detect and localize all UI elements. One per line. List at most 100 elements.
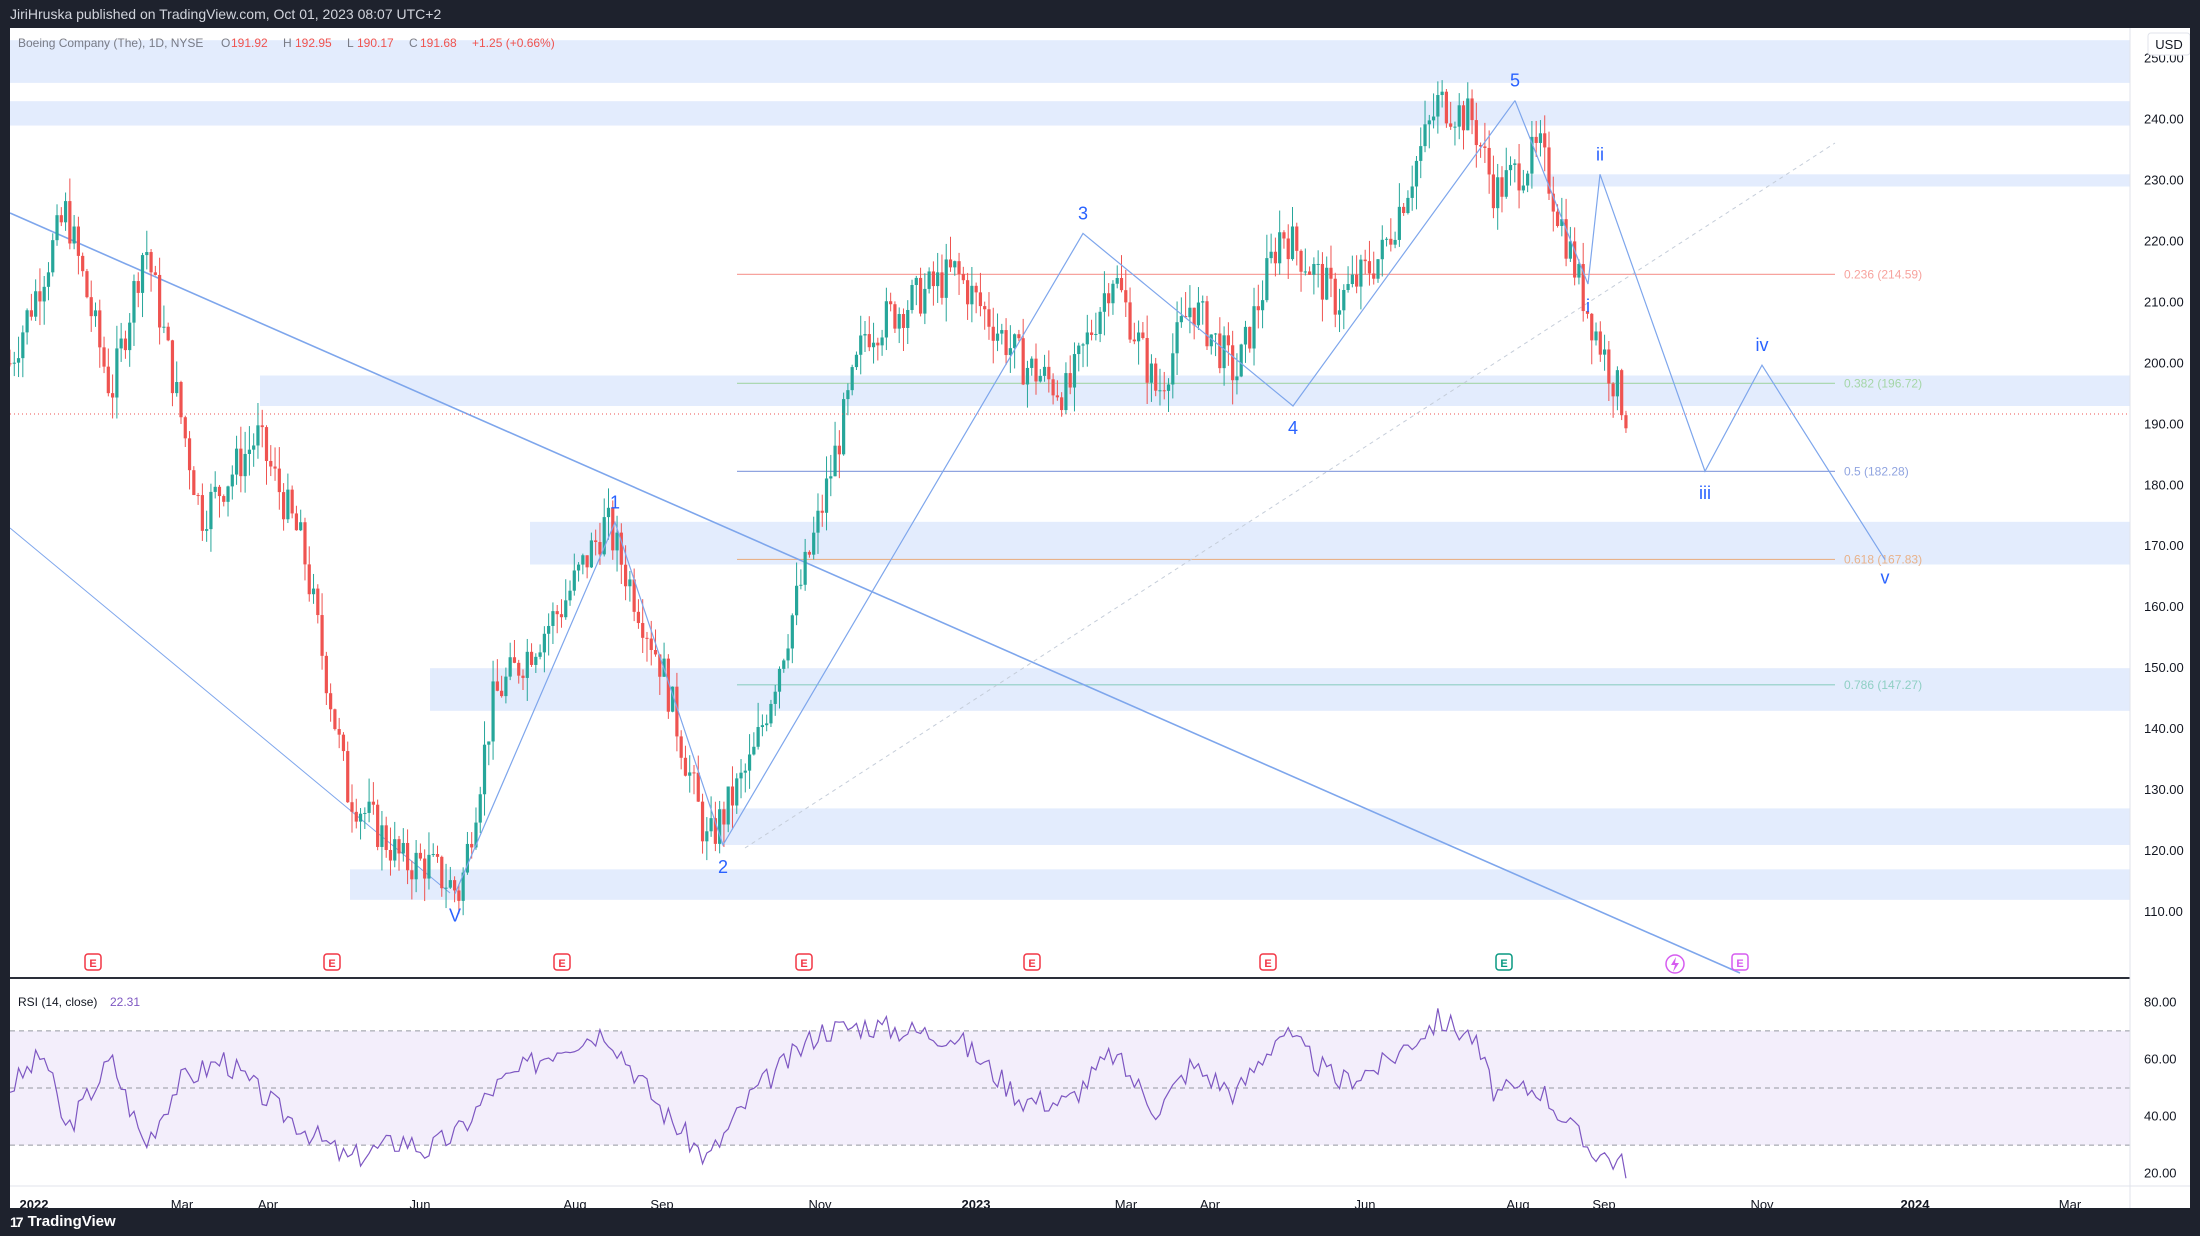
candle-body — [1218, 333, 1222, 369]
candle-body — [1013, 334, 1017, 349]
candle-body — [1025, 367, 1030, 385]
rsi-line — [10, 1008, 1627, 1179]
candle-body — [897, 314, 901, 329]
earnings-marker[interactable]: E — [84, 953, 102, 971]
candle-body — [461, 872, 465, 901]
candle-body — [1299, 250, 1303, 272]
legend-field: 190.17 — [357, 36, 394, 50]
candle-body — [337, 729, 341, 735]
candle-body — [158, 274, 162, 328]
candle-body — [482, 744, 487, 795]
candle-body — [1158, 390, 1162, 392]
candle-body — [358, 813, 363, 822]
candle-body — [1064, 373, 1068, 411]
candle-body — [1235, 376, 1239, 381]
candle-body — [645, 637, 649, 639]
candle-body — [453, 880, 457, 891]
candle-body — [923, 288, 927, 314]
candle-body — [341, 734, 346, 752]
candle-body — [1538, 133, 1543, 143]
chart-canvas[interactable]: 0.236 (214.59) 0.382 (196.72) 0.5 (182.28)… — [10, 28, 2190, 1223]
candle-body — [568, 590, 572, 601]
earnings-marker[interactable]: E — [1495, 953, 1513, 971]
candle-body — [1384, 238, 1389, 240]
rsi-layer: RSI (14, close) 22.31 — [10, 995, 2130, 1179]
tradingview-logo[interactable]: 17 TradingView — [10, 1208, 116, 1236]
earnings-marker[interactable]: E — [1023, 953, 1041, 971]
candle-body — [256, 425, 260, 446]
candle-body — [1192, 307, 1196, 326]
candle-body — [1145, 338, 1149, 383]
candle-body — [790, 615, 794, 649]
candle-body — [1620, 370, 1624, 416]
candle-body — [1286, 238, 1290, 260]
earnings-marker[interactable]: E — [1259, 953, 1277, 971]
candle-body — [1568, 241, 1572, 259]
candle-body — [320, 615, 324, 656]
candle-body — [675, 686, 679, 737]
candle-body — [273, 466, 277, 469]
candle-body — [380, 825, 384, 847]
candle-body — [1436, 95, 1440, 117]
candle-body — [132, 281, 136, 323]
candle-body — [1017, 334, 1021, 339]
candle-body — [478, 794, 482, 823]
candle-body — [1222, 335, 1226, 369]
candle-body — [773, 691, 777, 704]
candle-body — [128, 322, 132, 351]
candle-body — [1551, 193, 1555, 212]
candle-body — [205, 529, 209, 531]
earnings-letter: E — [328, 958, 335, 970]
price-tick-label: 180.00 — [2144, 477, 2184, 492]
candle-body — [927, 271, 931, 289]
wave-label: 1 — [610, 492, 620, 512]
candle-body — [1363, 259, 1367, 262]
candle-body — [641, 623, 645, 638]
candle-body — [367, 801, 371, 813]
candle-body — [692, 772, 696, 774]
candle-body — [889, 301, 893, 305]
candle-body — [846, 390, 850, 400]
candle-body — [363, 812, 367, 814]
wave-label: 4 — [1288, 418, 1298, 438]
candle-body — [102, 347, 106, 367]
candle-body — [252, 445, 256, 450]
legend-layer: Boeing Company (The), 1D, NYSE O 191.92 H 19… — [18, 36, 555, 50]
candle-body — [93, 310, 98, 317]
candle-body — [517, 662, 521, 676]
candle-body — [192, 470, 196, 496]
candle-body — [833, 445, 837, 477]
earnings-marker[interactable]: E — [553, 953, 571, 971]
candle-body — [1077, 345, 1081, 355]
candle-body — [1500, 177, 1504, 197]
publisher-bar: JiriHruska published on TradingView.com,… — [0, 0, 2200, 28]
candle-body — [854, 354, 859, 368]
earnings-marker[interactable]: E — [795, 953, 813, 971]
candle-body — [1184, 316, 1188, 318]
candle-body — [1042, 366, 1047, 376]
candle-body — [405, 842, 410, 871]
candle-body — [34, 291, 38, 317]
candle-body — [1231, 345, 1235, 381]
candle-body — [1256, 306, 1260, 311]
candle-body — [1615, 370, 1619, 397]
candle-body — [606, 507, 611, 518]
wave-label: iii — [1699, 483, 1711, 503]
wave-label: 5 — [1510, 71, 1520, 91]
price-tick-label: 200.00 — [2144, 355, 2184, 370]
candle-body — [401, 842, 405, 854]
candle-body — [98, 310, 102, 348]
candle-body — [440, 856, 444, 889]
candle-body — [230, 474, 234, 487]
candle-body — [29, 310, 33, 317]
candle-body — [1243, 326, 1248, 345]
price-axis-bg — [2130, 28, 2190, 1223]
earnings-marker[interactable]: E — [323, 953, 341, 971]
chart-frame[interactable]: 0.236 (214.59) 0.382 (196.72) 0.5 (182.28)… — [10, 28, 2190, 1223]
candle-body — [1000, 330, 1004, 334]
candle-body — [1607, 349, 1611, 384]
currency-box[interactable] — [2147, 32, 2190, 56]
earnings-marker[interactable]: E — [1731, 953, 1749, 971]
candle-body — [140, 255, 145, 293]
candle-body — [239, 448, 243, 477]
